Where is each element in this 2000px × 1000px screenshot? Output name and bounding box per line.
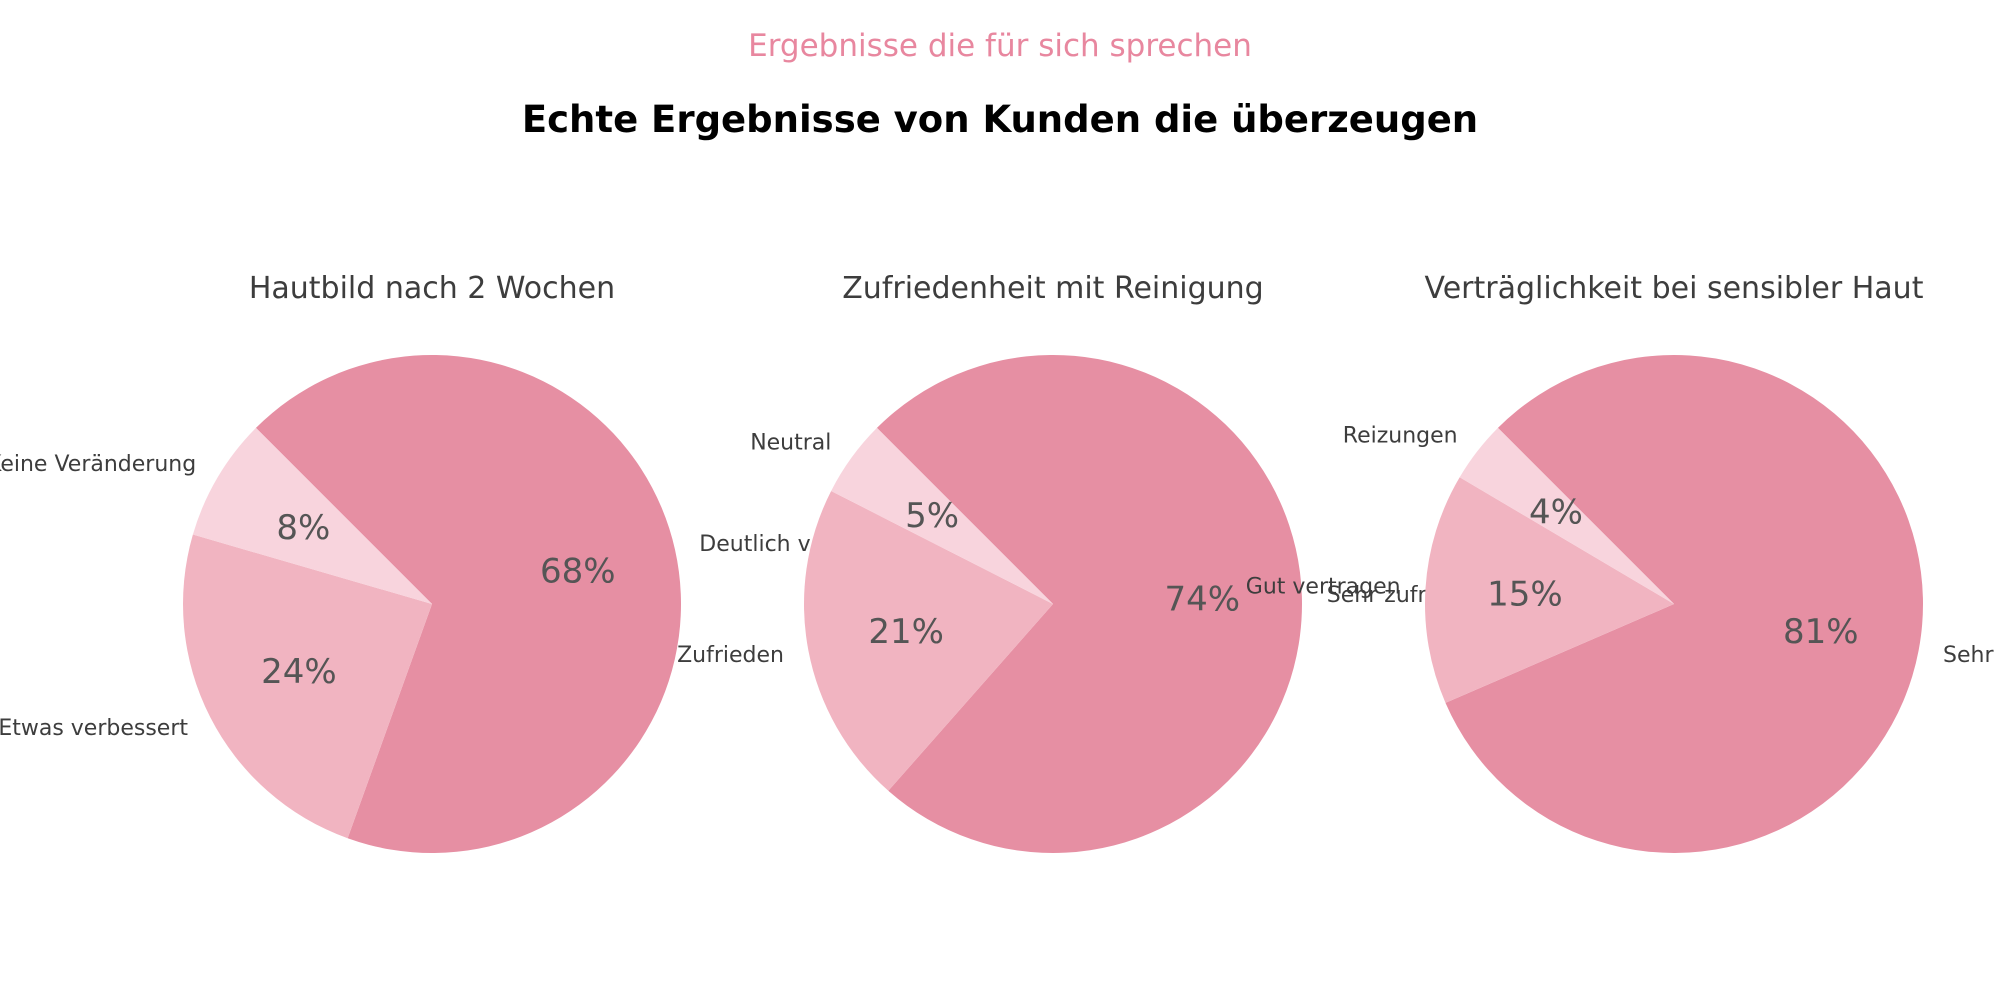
pie-slice-label: Etwas verbessert xyxy=(0,716,188,741)
pie-slice-gut-vertragen xyxy=(1425,477,1674,703)
pie-percent-label: 21% xyxy=(868,612,944,652)
pie-slice-sehr-gut-vertragen xyxy=(1445,354,1924,853)
pie-slice-label: Reizungen xyxy=(1343,424,1458,449)
pie-slice-neutral xyxy=(831,427,1053,604)
pie-percent-label: 24% xyxy=(261,652,337,692)
pie-percent-label: 68% xyxy=(540,551,616,591)
section-headline: Echte Ergebnisse von Kunden die überzeug… xyxy=(521,98,1479,141)
pie-slice-reizungen xyxy=(1459,427,1674,604)
pie-percent-label: 15% xyxy=(1487,575,1563,615)
pie-slice-keine-veraenderung xyxy=(192,427,432,604)
chart-title: Verträglichkeit bei sensibler Haut xyxy=(1425,271,1924,306)
pie-slice-label: Zufrieden xyxy=(677,643,784,668)
pie-slice-deutlich-verbessert xyxy=(255,355,681,854)
pie-slice-label: Neutral xyxy=(750,431,831,456)
pie-percent-label: 81% xyxy=(1783,612,1859,652)
pie-chart-vertraeglichkeit-bei-sensibler-haut: Verträglichkeit bei sensibler Haut 81% Seh… xyxy=(1246,271,2000,853)
pie-percent-label: 4% xyxy=(1529,492,1583,532)
pie-slice-label: Gut vertragen xyxy=(1246,574,1401,599)
pie-percent-label: 5% xyxy=(905,496,959,536)
pie-slice-label: Keine Veränderung xyxy=(0,452,196,477)
section-eyebrow: Ergebnisse die für sich sprechen xyxy=(748,28,1252,64)
pie-slice-label: Sehr gut vertragen xyxy=(1943,643,2000,668)
pie-slice-sehr-zufrieden xyxy=(876,355,1302,854)
chart-title: Zufriedenheit mit Reinigung xyxy=(842,271,1263,306)
pie-slice-zufrieden xyxy=(803,490,1053,791)
pie-percent-label: 74% xyxy=(1165,579,1241,619)
pie-percent-label: 8% xyxy=(276,508,330,548)
pie-slice-etwas-verbessert xyxy=(183,534,432,839)
chart-title: Hautbild nach 2 Wochen xyxy=(249,271,615,306)
